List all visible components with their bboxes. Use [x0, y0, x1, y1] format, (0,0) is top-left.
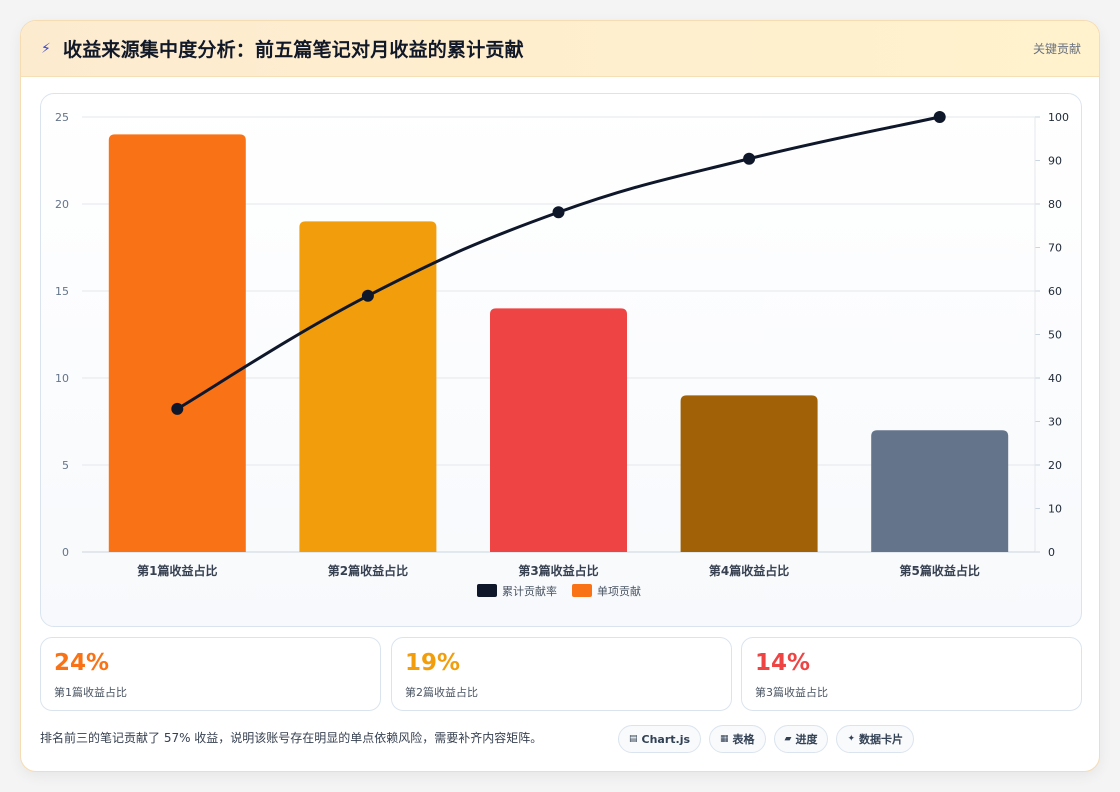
legend-swatch-cumulative: [477, 584, 497, 597]
pill-data-card[interactable]: ✦ 数据卡片: [836, 725, 915, 753]
y2-tick-label: 60: [1048, 285, 1062, 298]
stat-label: 第3篇收益占比: [755, 686, 828, 699]
y2-tick-label: 70: [1048, 242, 1062, 255]
pill-progress[interactable]: ▰ 进度: [773, 725, 829, 753]
line-point: [171, 402, 184, 415]
stat-card-1: 24% 第1篇收益占比: [40, 637, 381, 711]
stat-card-3: 14% 第3篇收益占比: [741, 637, 1082, 711]
x-tick-label: 第1篇收益占比: [137, 563, 217, 578]
bar: [108, 134, 246, 552]
x-tick-label: 第4篇收益占比: [709, 563, 789, 578]
tech-pills: ▤ Chart.js ▦ 表格 ▰ 进度 ✦ 数据卡片: [618, 725, 915, 753]
x-tick-label: 第3篇收益占比: [518, 563, 598, 578]
y2-tick-label: 100: [1048, 111, 1069, 124]
chart-panel: 0 5 10 15 20 25 0 10 20 30 40 50 60 70 80 90 100 第1篇收益占比 第…: [40, 93, 1082, 627]
summary-note: 排名前三的笔记贡献了 57% 收益，说明该账号存在明显的单点依赖风险，需要补齐内…: [40, 731, 543, 745]
pareto-chart: 0 5 10 15 20 25 0 10 20 30 40 50 60 70 80 90 100 第1篇收益占比 第…: [55, 111, 1069, 598]
y2-tick-label: 80: [1048, 198, 1062, 211]
legend-swatch-bar: [572, 584, 592, 597]
progress-icon: ▰: [784, 734, 792, 744]
page-title: 收益来源集中度分析：前五篇笔记对月收益的累计贡献: [63, 39, 524, 61]
y2-tick-label: 90: [1048, 155, 1062, 168]
stat-label: 第2篇收益占比: [405, 686, 478, 699]
stat-value: 24%: [54, 650, 110, 676]
line-point: [361, 289, 374, 302]
stat-card-2: 19% 第2篇收益占比: [391, 637, 732, 711]
legend-label-cumulative: 累计贡献率: [502, 584, 557, 598]
y-tick-label: 25: [55, 111, 69, 124]
stat-value: 14%: [755, 650, 811, 676]
pill-label: 表格: [732, 733, 755, 746]
x-tick-label: 第2篇收益占比: [328, 563, 408, 578]
card-icon: ✦: [847, 734, 856, 744]
key-contribution-tag: 关键贡献: [1032, 42, 1081, 56]
line-point: [743, 152, 756, 165]
pill-label: 进度: [795, 733, 818, 746]
analysis-card: ⚡ 收益来源集中度分析：前五篇笔记对月收益的累计贡献 关键贡献 0 5 10 15 20…: [20, 20, 1100, 772]
y2-tick-label: 20: [1048, 459, 1062, 472]
bar: [871, 430, 1009, 552]
bar: [680, 395, 818, 552]
card-header: ⚡ 收益来源集中度分析：前五篇笔记对月收益的累计贡献 关键贡献: [21, 21, 1099, 77]
chart-icon: ▤: [629, 734, 638, 744]
legend-label-bar: 单项贡献: [597, 584, 641, 598]
y2-tick-label: 10: [1048, 503, 1062, 516]
stat-label: 第1篇收益占比: [54, 686, 127, 699]
pill-label: Chart.js: [641, 732, 691, 746]
pill-label: 数据卡片: [859, 733, 904, 746]
y2-tick-label: 30: [1048, 416, 1062, 429]
y2-tick-label: 50: [1048, 329, 1062, 342]
y-tick-label: 0: [62, 546, 69, 559]
table-icon: ▦: [720, 734, 729, 744]
x-tick-label: 第5篇收益占比: [900, 563, 980, 578]
y-tick-label: 20: [55, 198, 69, 211]
bar: [490, 308, 627, 552]
y-tick-label: 15: [55, 285, 69, 298]
pill-chartjs[interactable]: ▤ Chart.js: [618, 725, 702, 753]
stat-value: 19%: [405, 650, 461, 676]
line-point: [933, 111, 946, 123]
y-tick-label: 10: [55, 372, 69, 385]
bar: [299, 221, 437, 552]
y2-tick-label: 40: [1048, 372, 1062, 385]
y-tick-label: 5: [62, 459, 69, 472]
lightning-icon: ⚡: [41, 40, 51, 57]
y2-tick-label: 0: [1048, 546, 1055, 559]
pill-table[interactable]: ▦ 表格: [709, 725, 766, 753]
line-point: [552, 206, 565, 219]
